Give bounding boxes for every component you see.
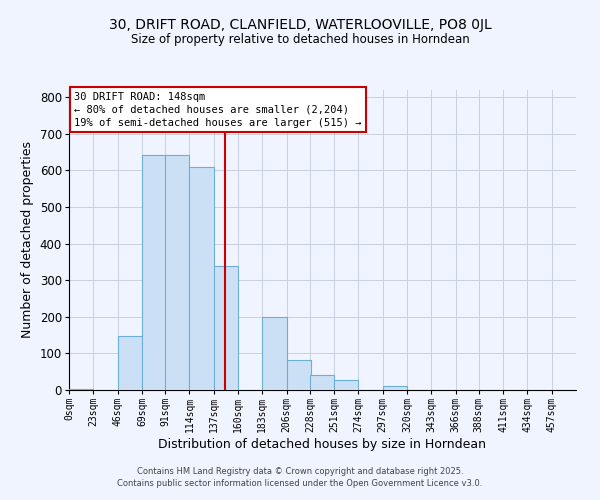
Text: 30, DRIFT ROAD, CLANFIELD, WATERLOOVILLE, PO8 0JL: 30, DRIFT ROAD, CLANFIELD, WATERLOOVILLE… — [109, 18, 491, 32]
Bar — [383, 386, 407, 390]
Bar — [190, 167, 214, 390]
Bar — [262, 317, 287, 390]
Bar — [214, 266, 238, 390]
Bar — [142, 156, 166, 390]
Y-axis label: Number of detached properties: Number of detached properties — [21, 142, 34, 338]
Text: 30 DRIFT ROAD: 148sqm
← 80% of detached houses are smaller (2,204)
19% of semi-d: 30 DRIFT ROAD: 148sqm ← 80% of detached … — [74, 92, 362, 128]
X-axis label: Distribution of detached houses by size in Horndean: Distribution of detached houses by size … — [158, 438, 487, 451]
Bar — [310, 374, 334, 390]
Bar — [69, 388, 93, 390]
Bar — [118, 336, 142, 390]
Bar — [165, 156, 190, 390]
Text: Size of property relative to detached houses in Horndean: Size of property relative to detached ho… — [131, 32, 469, 46]
Bar — [287, 360, 311, 390]
Text: Contains HM Land Registry data © Crown copyright and database right 2025.: Contains HM Land Registry data © Crown c… — [137, 467, 463, 476]
Text: Contains public sector information licensed under the Open Government Licence v3: Contains public sector information licen… — [118, 478, 482, 488]
Bar — [334, 380, 358, 390]
